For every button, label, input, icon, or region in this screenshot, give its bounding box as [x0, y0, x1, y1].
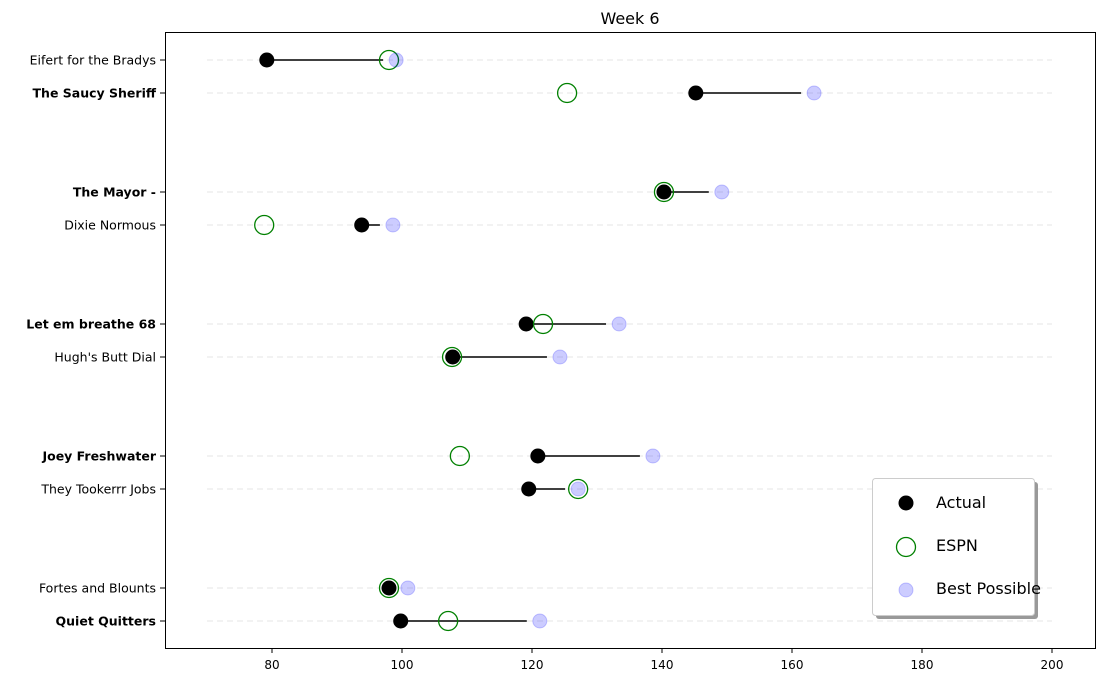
legend-espn-marker [895, 536, 917, 558]
actual-point [656, 184, 672, 200]
actual-point [381, 580, 397, 596]
legend-actual-label: Actual [936, 493, 986, 512]
x-tick-label: 180 [911, 658, 934, 672]
espn-point [568, 478, 589, 500]
best-possible-point [611, 316, 627, 332]
best-possible-point [400, 580, 416, 596]
espn-point [532, 313, 554, 335]
y-tick-label-team: Quiet Quitters [56, 614, 156, 629]
x-tick-label: 120 [521, 658, 544, 672]
y-tick-label-team: Eifert for the Bradys [30, 53, 156, 68]
x-tick-label: 140 [651, 658, 674, 672]
legend: Actual ESPN Best Possible [872, 478, 1041, 619]
x-tick-label: 80 [264, 658, 279, 672]
best-possible-point [645, 448, 661, 464]
y-tick-label-team: The Saucy Sheriff [33, 86, 157, 101]
y-tick-label-team: They Tookerrr Jobs [40, 482, 156, 497]
y-tick-label-team: Let em breathe 68 [26, 317, 156, 332]
best-possible-point [806, 85, 822, 101]
espn-point [556, 82, 578, 104]
best-possible-point [385, 217, 401, 233]
actual-point [521, 481, 537, 497]
actual-point [259, 52, 275, 68]
chart-title: Week 6 [600, 9, 659, 28]
espn-point [449, 445, 471, 467]
best-possible-point [532, 613, 548, 629]
y-tick-label-team: Hugh's Butt Dial [54, 350, 156, 365]
espn-point [378, 577, 400, 599]
plot-frame [165, 32, 1096, 649]
actual-point [445, 349, 461, 365]
best-possible-point [388, 52, 404, 68]
legend-actual-marker [898, 495, 914, 511]
espn-point [441, 346, 463, 368]
espn-point [437, 610, 459, 632]
best-possible-point [552, 349, 568, 365]
actual-point [393, 613, 409, 629]
y-tick-label-team: Joey Freshwater [41, 449, 156, 464]
y-tick-label-team: The Mayor - [73, 185, 156, 200]
espn-point [378, 49, 400, 71]
actual-point [518, 316, 534, 332]
y-tick-label-team: Dixie Normous [64, 218, 156, 233]
best-possible-point [714, 184, 730, 200]
legend-best-label: Best Possible [936, 579, 1041, 598]
x-tick-label: 200 [1041, 658, 1064, 672]
y-tick-label-team: Fortes and Blounts [39, 581, 156, 596]
actual-point [354, 217, 370, 233]
espn-point [254, 214, 275, 236]
best-possible-point [570, 481, 586, 497]
actual-point [530, 448, 546, 464]
espn-point [653, 181, 675, 203]
legend-espn-label: ESPN [936, 536, 978, 555]
x-tick-label: 100 [391, 658, 414, 672]
actual-point [688, 85, 704, 101]
legend-best-marker [898, 582, 914, 598]
x-tick-label: 160 [781, 658, 804, 672]
